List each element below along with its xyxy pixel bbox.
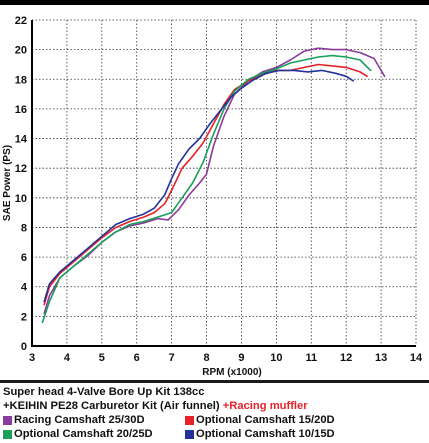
series-line (41, 54, 372, 324)
legend-label: Optional Camshaft 20/25D (14, 428, 153, 440)
x-tick-label: 14 (410, 352, 423, 364)
x-axis-label: RPM (x1000) (202, 367, 261, 378)
x-tick-label: 8 (203, 352, 209, 364)
y-tick-label: 8 (21, 222, 27, 234)
legend-swatch (185, 415, 194, 425)
y-tick-label: 0 (21, 341, 27, 353)
x-tick-label: 11 (305, 352, 317, 364)
x-tick-label: 6 (134, 352, 140, 364)
chart-area: 3 4 5 6 7 8 9 10 11 12 13 14 0 2 4 6 8 10 12 14 16 18 20 22 RPM… (0, 0, 429, 380)
y-axis-label: SAE Power (PS) (2, 145, 13, 221)
legend-label: Optional Camshaft 10/15D (196, 428, 335, 440)
y-tick-label: 22 (15, 15, 27, 27)
x-tick-label: 3 (29, 352, 35, 364)
x-tick-label: 10 (270, 352, 282, 364)
x-tick-label: 4 (64, 352, 71, 364)
x-tick-label: 12 (340, 352, 352, 364)
series-line (43, 47, 386, 315)
caption-line-2: +KEIHIN PE28 Carburetor Kit (Air funnel)… (3, 399, 429, 413)
y-tick-label: 20 (15, 45, 27, 57)
y-tick-label: 6 (21, 252, 27, 264)
caption-line-2-red: +Racing muffler (219, 400, 308, 412)
legend-label: Optional Camshaft 15/20D (196, 414, 335, 426)
y-tick-label: 2 (21, 311, 27, 323)
x-tick-label: 5 (99, 352, 105, 364)
y-tick-label: 4 (21, 282, 28, 294)
caption-legend-box: Super head 4-Valve Bore Up Kit 138cc +KE… (0, 380, 429, 443)
legend-swatch (185, 429, 194, 439)
x-tick-label: 13 (375, 352, 387, 364)
legend-item-optional-20-25: Optional Camshaft 20/25D (3, 427, 185, 441)
x-tick-label: 9 (238, 352, 244, 364)
legend-swatch (3, 429, 12, 439)
legend-item-racing-25-30: Racing Camshaft 25/30D (3, 413, 185, 427)
y-tick-label: 10 (15, 193, 27, 205)
y-tick-label: 18 (15, 74, 27, 86)
legend: Racing Camshaft 25/30D Optional Camshaft… (3, 413, 429, 441)
caption-line-2-main: +KEIHIN PE28 Carburetor Kit (Air funnel) (3, 400, 220, 412)
y-tick-label: 12 (15, 163, 27, 175)
legend-item-optional-15-20: Optional Camshaft 15/20D (185, 413, 385, 427)
power-chart: 3 4 5 6 7 8 9 10 11 12 13 14 0 2 4 6 8 10 12 14 16 18 20 22 RPM… (2, 15, 423, 378)
y-tick-label: 16 (15, 104, 27, 116)
caption-line-1: Super head 4-Valve Bore Up Kit 138cc (3, 386, 205, 398)
legend-label: Racing Camshaft 25/30D (14, 414, 145, 426)
axes (31, 20, 416, 347)
x-tick-label: 7 (169, 352, 175, 364)
legend-swatch (3, 415, 12, 425)
series-line (43, 63, 368, 306)
tick-labels: 3 4 5 6 7 8 9 10 11 12 13 14 0 2 4 6 8 10 12 14 16 18 20 22 (15, 15, 423, 364)
series-lines (41, 47, 386, 324)
legend-item-optional-10-15: Optional Camshaft 10/15D (185, 427, 385, 441)
series-line (43, 69, 354, 303)
y-tick-label: 14 (15, 134, 28, 146)
grid (31, 19, 417, 347)
